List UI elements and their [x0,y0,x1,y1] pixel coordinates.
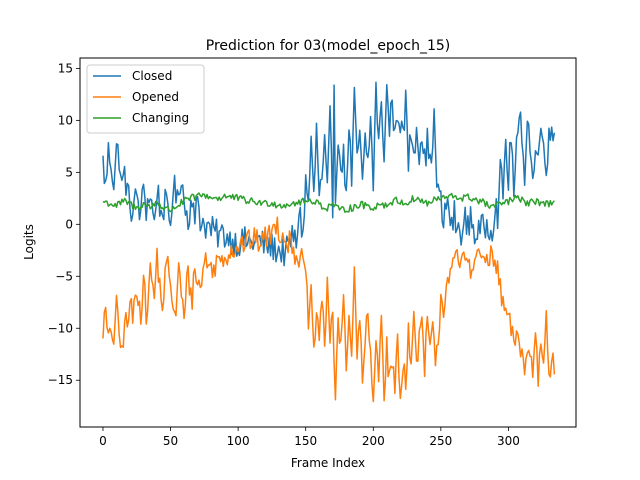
y-axis-title: Logits [22,224,36,260]
y-tick-label: −10 [48,321,73,335]
y-tick-label: 10 [58,113,73,127]
plot-lines [102,81,556,403]
y-tick-label: −5 [55,269,73,283]
x-axis-title: Frame Index [291,456,365,470]
x-tick-label: 0 [99,434,107,448]
x-tick-label: 100 [227,434,250,448]
series-line-opened [102,216,556,403]
x-tick-label: 250 [429,434,452,448]
x-tick-label: 200 [362,434,385,448]
y-tick-label: 0 [65,217,73,231]
series-line-changing [102,192,555,213]
legend-label-opened: Opened [132,90,179,104]
x-tick-label: 50 [163,434,178,448]
x-axis: 0 50 100 150 200 250 300 [99,427,520,448]
y-axis: −15 −10 −5 0 5 10 15 [48,61,80,387]
y-tick-label: 15 [58,61,73,75]
chart-title: Prediction for 03(model_epoch_15) [206,38,450,54]
legend-box [86,64,205,134]
y-tick-label: 5 [65,165,73,179]
legend-label-closed: Closed [132,69,172,83]
legend-label-changing: Changing [132,111,189,125]
series-line-closed [102,81,556,267]
legend: Closed Opened Changing [86,64,205,134]
x-tick-label: 300 [497,434,520,448]
x-tick-label: 150 [294,434,317,448]
y-tick-label: −15 [48,373,73,387]
plot-frame [79,57,577,428]
